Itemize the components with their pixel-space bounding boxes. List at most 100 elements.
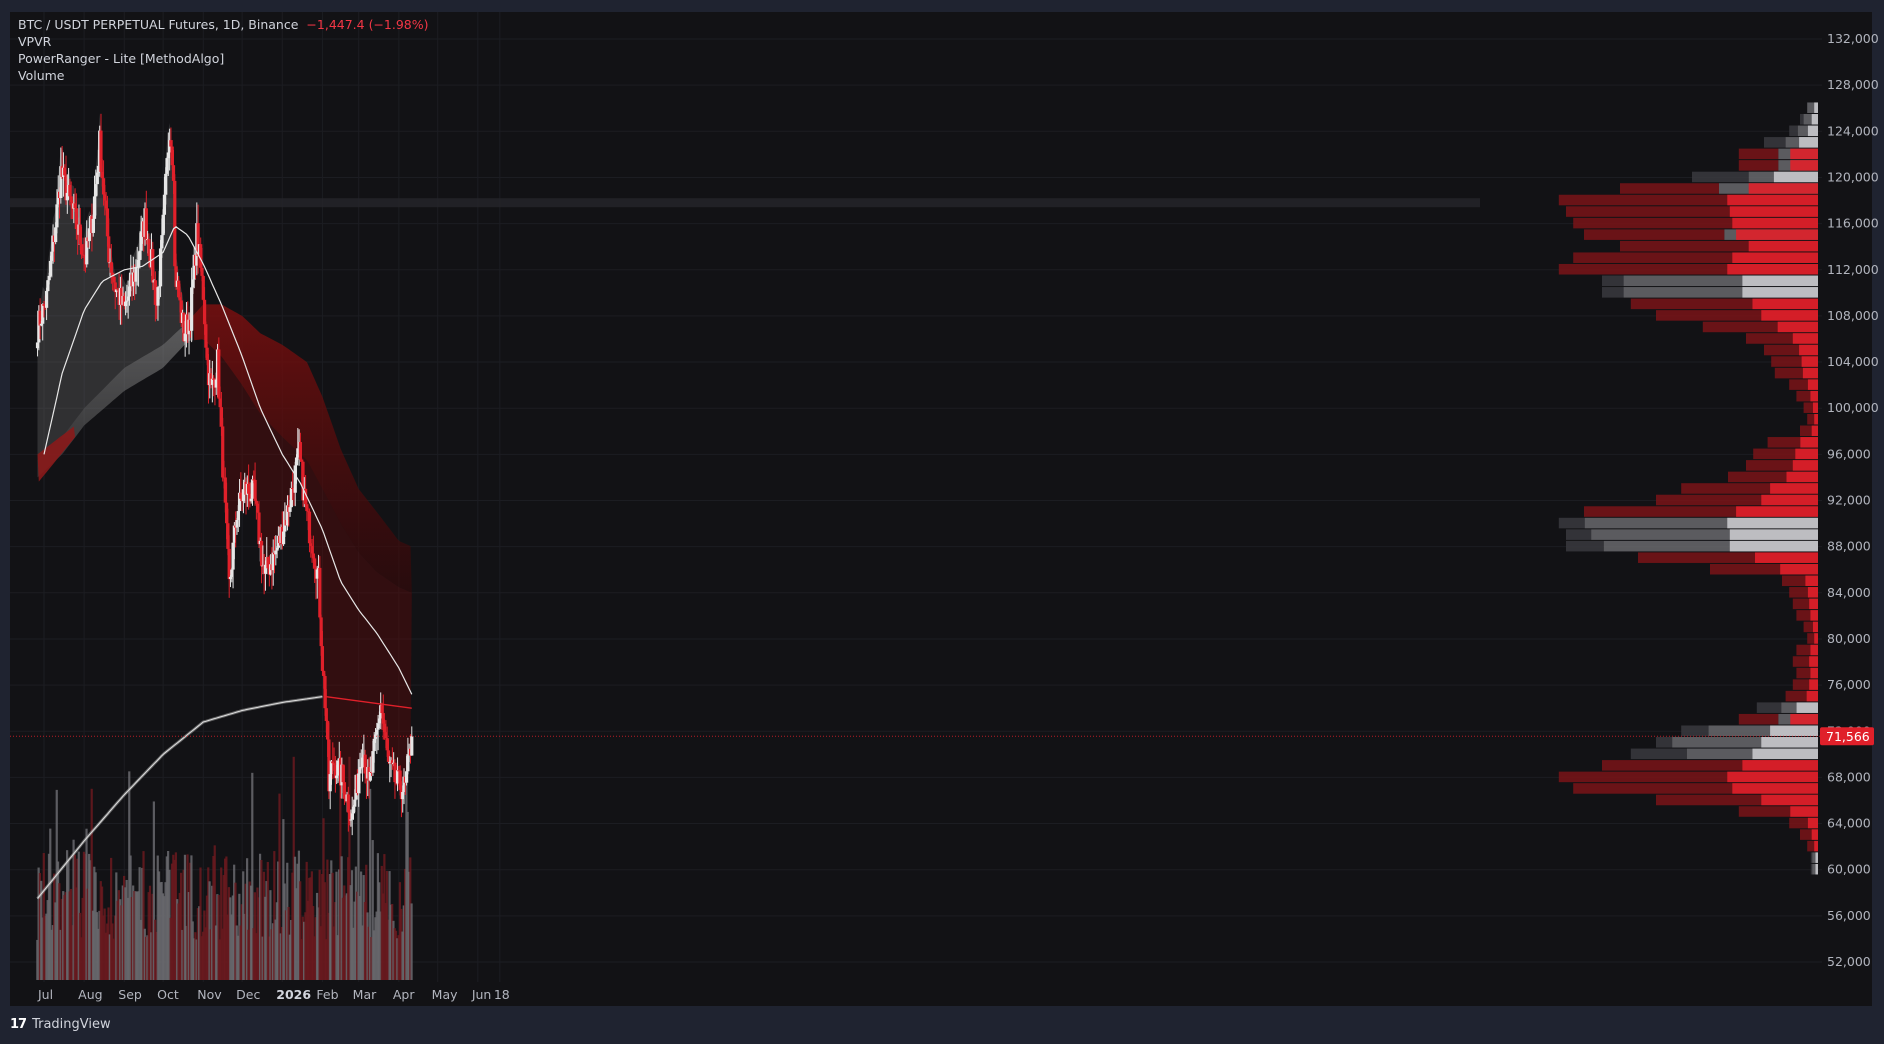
volume-bar	[310, 871, 313, 980]
tradingview-brand[interactable]: 17 TradingView	[10, 1017, 111, 1032]
volume-bar	[163, 896, 166, 980]
candle-body	[134, 267, 138, 282]
vp-row-core	[1742, 275, 1818, 287]
candle-body	[315, 569, 319, 579]
vp-row-outer	[1782, 575, 1818, 587]
candle-body	[341, 764, 345, 783]
volume-bar	[336, 935, 339, 980]
volume-bar	[95, 912, 98, 980]
volume-bar	[78, 912, 82, 980]
candle-body	[74, 208, 78, 230]
candle-body	[35, 342, 40, 349]
vp-row-outer	[1810, 852, 1813, 863]
indicator-power-ranger[interactable]: PowerRanger - Lite [MethodAlgo]	[18, 51, 225, 66]
vp-row-outer	[1796, 610, 1818, 621]
candle-body	[94, 184, 98, 197]
candle-body	[388, 761, 392, 763]
vp-row-outer	[1584, 229, 1725, 240]
volume-bar	[172, 854, 175, 980]
price-tick-label: 116,000	[1827, 216, 1879, 231]
candle-body	[179, 300, 183, 323]
volume-bar	[211, 885, 214, 980]
volume-bar	[341, 897, 345, 980]
candle-body	[55, 204, 59, 228]
vp-row-core	[1799, 344, 1818, 356]
vp-row-outer	[1638, 552, 1818, 563]
time-tick-label: Dec	[236, 987, 260, 1002]
candle-body	[256, 503, 260, 513]
candle-body	[351, 806, 356, 814]
candle-body	[254, 500, 258, 504]
candle-body	[293, 465, 297, 493]
volume-bar	[309, 877, 312, 980]
volume-bar	[191, 921, 194, 980]
vp-row-up	[1807, 102, 1818, 113]
vp-row-up	[1797, 125, 1818, 137]
volume-bar	[296, 863, 299, 980]
candle-body	[166, 152, 170, 159]
volume-bar	[46, 900, 49, 980]
volume-bar	[315, 892, 319, 980]
price-axis[interactable]: 52,00056,00060,00064,00068,00072,00076,0…	[1827, 31, 1879, 969]
vp-row-outer	[1702, 321, 1818, 333]
volume-bar	[400, 908, 403, 980]
vp-row-outer	[1792, 656, 1818, 667]
vp-row-core	[1790, 148, 1818, 160]
candle-body	[328, 774, 332, 792]
indicator-volume[interactable]: Volume	[18, 68, 65, 83]
candle-body	[95, 172, 99, 185]
volume-bar	[349, 885, 352, 980]
volume-bar	[306, 900, 310, 980]
volume-bar	[89, 860, 92, 980]
legend-symbol-row[interactable]: BTC / USDT PERPETUAL Futures, 1D, Binanc…	[18, 16, 429, 33]
volume-bar	[283, 883, 286, 980]
vp-row-up	[1623, 275, 1818, 287]
time-tick-label: May	[432, 987, 458, 1002]
candle-body	[358, 767, 362, 774]
volume-bar	[150, 932, 153, 980]
volume-bar	[147, 892, 150, 980]
volume-bar	[137, 891, 140, 980]
volume-bar	[402, 905, 405, 980]
candle-body	[82, 254, 86, 256]
volume-bar	[59, 929, 62, 980]
volume-bar	[266, 861, 269, 980]
symbol-title[interactable]: BTC / USDT PERPETUAL Futures, 1D, Binanc…	[18, 17, 299, 32]
candle-body	[350, 813, 354, 820]
vp-row-core	[1807, 587, 1818, 598]
time-axis[interactable]: Jul Aug Sep Oct Nov Dec 2026 Feb Mar Apr May Jun 18	[37, 987, 510, 1002]
candle-body	[78, 224, 82, 245]
candle-body	[136, 259, 141, 267]
price-tick-label: 128,000	[1827, 77, 1879, 92]
candle-body	[202, 299, 207, 325]
indicator-vpvr[interactable]: VPVR	[18, 34, 52, 49]
vp-row-outer	[1573, 252, 1818, 263]
volume-bar	[242, 871, 245, 980]
volume-bar	[313, 936, 316, 980]
candle-body	[217, 349, 221, 399]
volume-bar	[261, 936, 264, 980]
candle-body	[306, 511, 310, 513]
volume-bar	[73, 854, 76, 980]
candle-body	[395, 770, 400, 784]
volume-bar	[198, 906, 201, 980]
volume-bar	[97, 928, 100, 980]
volume-bar	[186, 854, 189, 980]
price-tick-label: 96,000	[1827, 446, 1871, 461]
candle-body	[226, 523, 230, 549]
price-tick-label: 60,000	[1827, 862, 1871, 877]
vp-row-outer	[1800, 425, 1818, 437]
candle-body	[381, 713, 385, 724]
candle-body	[151, 249, 155, 283]
volume-bar	[275, 902, 278, 980]
candle-body	[406, 754, 410, 772]
vp-row-outer	[1796, 644, 1818, 656]
vp-row-up	[1672, 737, 1818, 748]
vp-row-outer	[1566, 529, 1592, 540]
time-tick-label: Sep	[118, 987, 142, 1002]
vp-row-outer	[1584, 506, 1818, 517]
candle-body	[259, 540, 264, 567]
volume-bar	[54, 902, 57, 980]
